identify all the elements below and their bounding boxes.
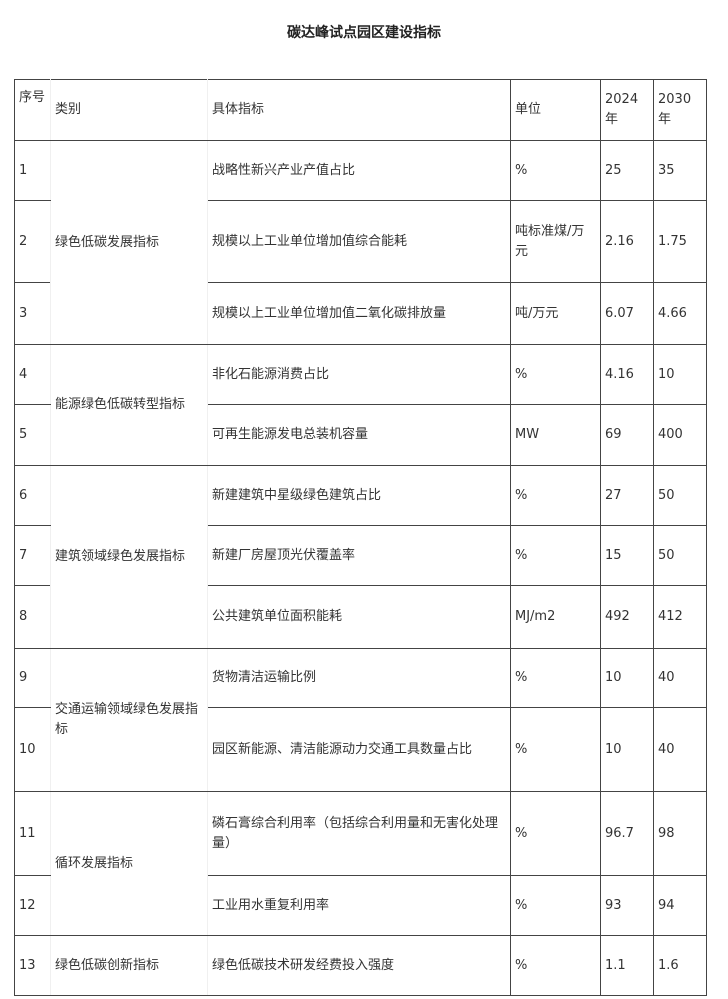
cell-category: 能源绿色低碳转型指标 xyxy=(50,344,208,466)
cell-indicator: 货物清洁运输比例 xyxy=(207,648,511,708)
cell-2024: 6.07 xyxy=(600,282,654,345)
cell-2030: 400 xyxy=(653,404,707,466)
table-row: 12 工业用水重复利用率 % 93 94 xyxy=(14,875,707,936)
table-row: 8 公共建筑单位面积能耗 MJ/m2 492 412 xyxy=(14,585,707,649)
cell-2024: 1.1 xyxy=(600,935,654,996)
page-title: 碳达峰试点园区建设指标 xyxy=(287,25,441,41)
cell-unit: % xyxy=(510,707,601,792)
cell-2024: 10 xyxy=(600,648,654,708)
indicator-table: 序号 类别 具体指标 单位 2024年 2030年 1 绿色低碳发展指标 战略性… xyxy=(14,79,707,996)
cell-2024: 15 xyxy=(600,525,654,586)
cell-2030: 98 xyxy=(653,791,707,876)
cell-unit: 吨/万元 xyxy=(510,282,601,345)
cell-indicator: 新建厂房屋顶光伏覆盖率 xyxy=(207,525,511,586)
cell-seq: 3 xyxy=(14,282,51,345)
cell-unit: % xyxy=(510,935,601,996)
cell-seq: 6 xyxy=(14,465,51,526)
cell-2030: 10 xyxy=(653,344,707,405)
cell-2024: 27 xyxy=(600,465,654,526)
cell-2024: 10 xyxy=(600,707,654,792)
cell-indicator: 磷石膏综合利用率（包括综合利用量和无害化处理量） xyxy=(207,791,511,876)
cell-unit: MJ/m2 xyxy=(510,585,601,649)
cell-2024: 492 xyxy=(600,585,654,649)
cell-unit: % xyxy=(510,140,601,201)
cell-2024: 93 xyxy=(600,875,654,936)
cell-seq: 11 xyxy=(14,791,51,876)
cell-category: 绿色低碳发展指标 xyxy=(50,140,208,345)
cell-2024: 69 xyxy=(600,404,654,466)
table-row: 13 绿色低碳创新指标 绿色低碳技术研发经费投入强度 % 1.1 1.6 xyxy=(14,935,707,996)
table-row: 2 规模以上工业单位增加值综合能耗 吨标准煤/万元 2.16 1.75 xyxy=(14,200,707,283)
cell-seq: 8 xyxy=(14,585,51,649)
cell-seq: 4 xyxy=(14,344,51,405)
cell-2024: 25 xyxy=(600,140,654,201)
cell-2030: 4.66 xyxy=(653,282,707,345)
cell-indicator: 规模以上工业单位增加值二氧化碳排放量 xyxy=(207,282,511,345)
cell-unit: % xyxy=(510,525,601,586)
cell-2030: 1.6 xyxy=(653,935,707,996)
table-row: 9 交通运输领域绿色发展指标 货物清洁运输比例 % 10 40 xyxy=(14,648,707,792)
cell-indicator: 工业用水重复利用率 xyxy=(207,875,511,936)
cell-2030: 40 xyxy=(653,648,707,708)
cell-unit: 吨标准煤/万元 xyxy=(510,200,601,283)
cell-category: 循环发展指标 xyxy=(50,791,208,936)
cell-seq: 7 xyxy=(14,525,51,586)
cell-seq: 10 xyxy=(14,707,51,792)
table-row: 3 规模以上工业单位增加值二氧化碳排放量 吨/万元 6.07 4.66 xyxy=(14,282,707,345)
table-row: 6 建筑领域绿色发展指标 新建建筑中星级绿色建筑占比 % 27 50 xyxy=(14,465,707,649)
cell-indicator: 非化石能源消费占比 xyxy=(207,344,511,405)
header-category: 类别 xyxy=(50,79,208,141)
cell-indicator: 新建建筑中星级绿色建筑占比 xyxy=(207,465,511,526)
cell-2030: 50 xyxy=(653,465,707,526)
cell-seq: 5 xyxy=(14,404,51,466)
cell-seq: 12 xyxy=(14,875,51,936)
table-row: 4 能源绿色低碳转型指标 非化石能源消费占比 % 4.16 10 xyxy=(14,344,707,466)
cell-seq: 9 xyxy=(14,648,51,708)
table-row: 11 循环发展指标 磷石膏综合利用率（包括综合利用量和无害化处理量） % 96.… xyxy=(14,791,707,936)
cell-unit: % xyxy=(510,875,601,936)
cell-2030: 40 xyxy=(653,707,707,792)
table-header-row: 序号 类别 具体指标 单位 2024年 2030年 xyxy=(14,79,707,141)
cell-2030: 94 xyxy=(653,875,707,936)
cell-indicator: 绿色低碳技术研发经费投入强度 xyxy=(207,935,511,996)
cell-seq: 2 xyxy=(14,200,51,283)
header-unit: 单位 xyxy=(510,79,601,141)
cell-category: 建筑领域绿色发展指标 xyxy=(50,465,208,649)
cell-category: 绿色低碳创新指标 xyxy=(50,935,208,996)
header-2024: 2024年 xyxy=(600,79,654,141)
table-row: 10 园区新能源、清洁能源动力交通工具数量占比 % 10 40 xyxy=(14,707,707,792)
cell-indicator: 规模以上工业单位增加值综合能耗 xyxy=(207,200,511,283)
cell-unit: MW xyxy=(510,404,601,466)
cell-2030: 1.75 xyxy=(653,200,707,283)
cell-seq: 13 xyxy=(14,935,51,996)
cell-2030: 50 xyxy=(653,525,707,586)
cell-2024: 4.16 xyxy=(600,344,654,405)
cell-2030: 412 xyxy=(653,585,707,649)
header-seq: 序号 xyxy=(14,79,51,141)
cell-unit: % xyxy=(510,344,601,405)
table-row: 7 新建厂房屋顶光伏覆盖率 % 15 50 xyxy=(14,525,707,586)
cell-indicator: 可再生能源发电总装机容量 xyxy=(207,404,511,466)
cell-unit: % xyxy=(510,465,601,526)
cell-indicator: 战略性新兴产业产值占比 xyxy=(207,140,511,201)
header-2030: 2030年 xyxy=(653,79,707,141)
cell-indicator: 公共建筑单位面积能耗 xyxy=(207,585,511,649)
table-row: 5 可再生能源发电总装机容量 MW 69 400 xyxy=(14,404,707,466)
cell-seq: 1 xyxy=(14,140,51,201)
header-indicator: 具体指标 xyxy=(207,79,511,141)
cell-2024: 96.7 xyxy=(600,791,654,876)
cell-unit: % xyxy=(510,791,601,876)
cell-unit: % xyxy=(510,648,601,708)
cell-indicator: 园区新能源、清洁能源动力交通工具数量占比 xyxy=(207,707,511,792)
cell-category: 交通运输领域绿色发展指标 xyxy=(50,648,208,792)
cell-2030: 35 xyxy=(653,140,707,201)
cell-2024: 2.16 xyxy=(600,200,654,283)
table-row: 1 绿色低碳发展指标 战略性新兴产业产值占比 % 25 35 xyxy=(14,140,707,345)
